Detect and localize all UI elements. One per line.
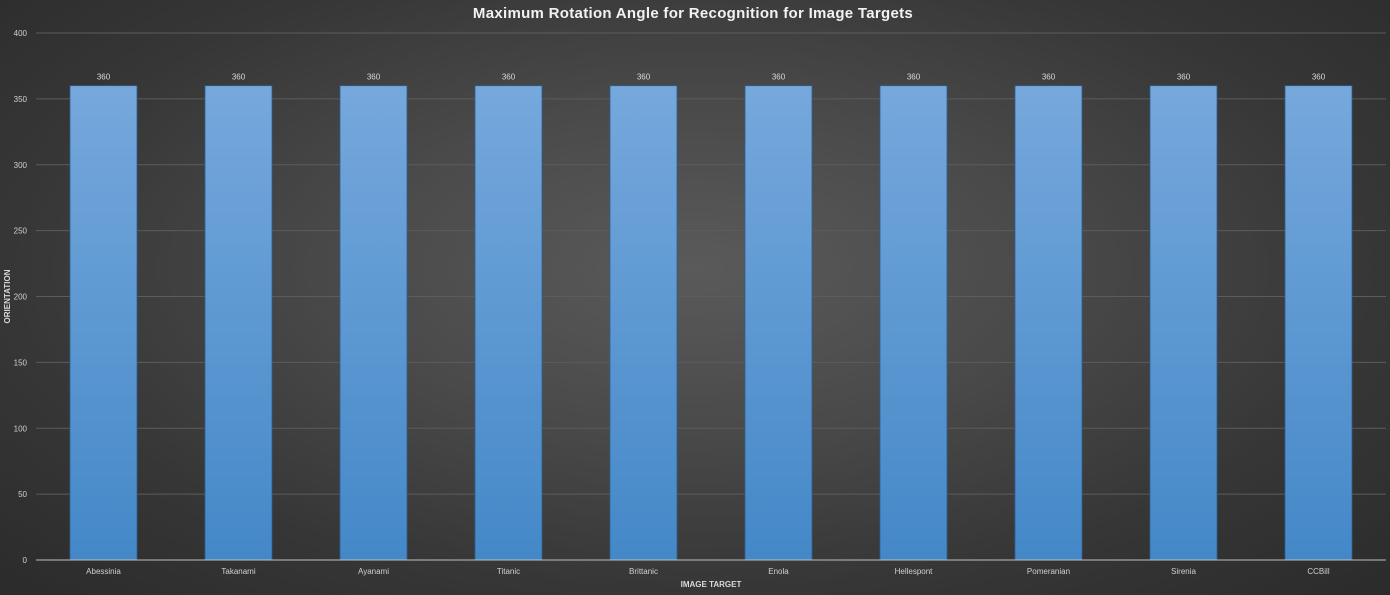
data-label: 360	[367, 73, 381, 82]
data-label: 360	[97, 73, 111, 82]
x-tick-label: Ayanami	[358, 567, 389, 576]
x-tick-label: Hellespont	[895, 567, 934, 576]
x-tick-label: Enola	[768, 567, 789, 576]
x-tick-label: CCBill	[1307, 567, 1329, 576]
x-tick-label: Sirenia	[1171, 567, 1196, 576]
bar-hellespont	[879, 85, 948, 561]
bar-sirenia	[1149, 85, 1218, 561]
y-tick-label: 250	[14, 227, 28, 236]
data-label: 360	[772, 73, 786, 82]
bar-ayanami	[339, 85, 408, 561]
y-tick-label: 400	[14, 29, 28, 38]
data-labels: 360 360 360 360 360 360 360 360 360 360	[97, 73, 1326, 82]
bar-takanami	[204, 85, 273, 561]
data-label: 360	[1042, 73, 1056, 82]
y-tick-label: 150	[14, 358, 28, 367]
bar-pomeranian	[1014, 85, 1083, 561]
bar-enola	[744, 85, 813, 561]
y-tick-label: 0	[23, 556, 28, 565]
bar-titanic	[474, 85, 543, 561]
y-axis-ticks: 0 50 100 150 200 250 300 350 400	[14, 29, 28, 565]
y-tick-label: 200	[14, 293, 28, 302]
y-tick-label: 50	[18, 490, 27, 499]
data-label: 360	[907, 73, 921, 82]
data-label: 360	[502, 73, 516, 82]
data-label: 360	[1312, 73, 1326, 82]
bars	[69, 85, 1353, 561]
x-tick-label: Pomeranian	[1027, 567, 1070, 576]
y-tick-label: 300	[14, 161, 28, 170]
y-tick-label: 100	[14, 424, 28, 433]
y-tick-label: 350	[14, 95, 28, 104]
y-axis-title: ORIENTATION	[3, 269, 12, 323]
x-tick-label: Abessinia	[86, 567, 121, 576]
data-label: 360	[637, 73, 651, 82]
x-tick-label: Titanic	[497, 567, 520, 576]
data-label: 360	[1177, 73, 1191, 82]
x-tick-label: Takanami	[221, 567, 255, 576]
data-label: 360	[232, 73, 246, 82]
bar-abessinia	[69, 85, 138, 561]
x-axis-ticks: Abessinia Takanami Ayanami Titanic Brittanic…	[86, 567, 1330, 576]
bar-ccbill	[1284, 85, 1353, 561]
bar-brittanic	[609, 85, 678, 561]
x-tick-label: Brittanic	[629, 567, 658, 576]
x-axis-title: IMAGE TARGET	[681, 580, 742, 589]
chart-title: Maximum Rotation Angle for Recognition f…	[472, 5, 914, 22]
